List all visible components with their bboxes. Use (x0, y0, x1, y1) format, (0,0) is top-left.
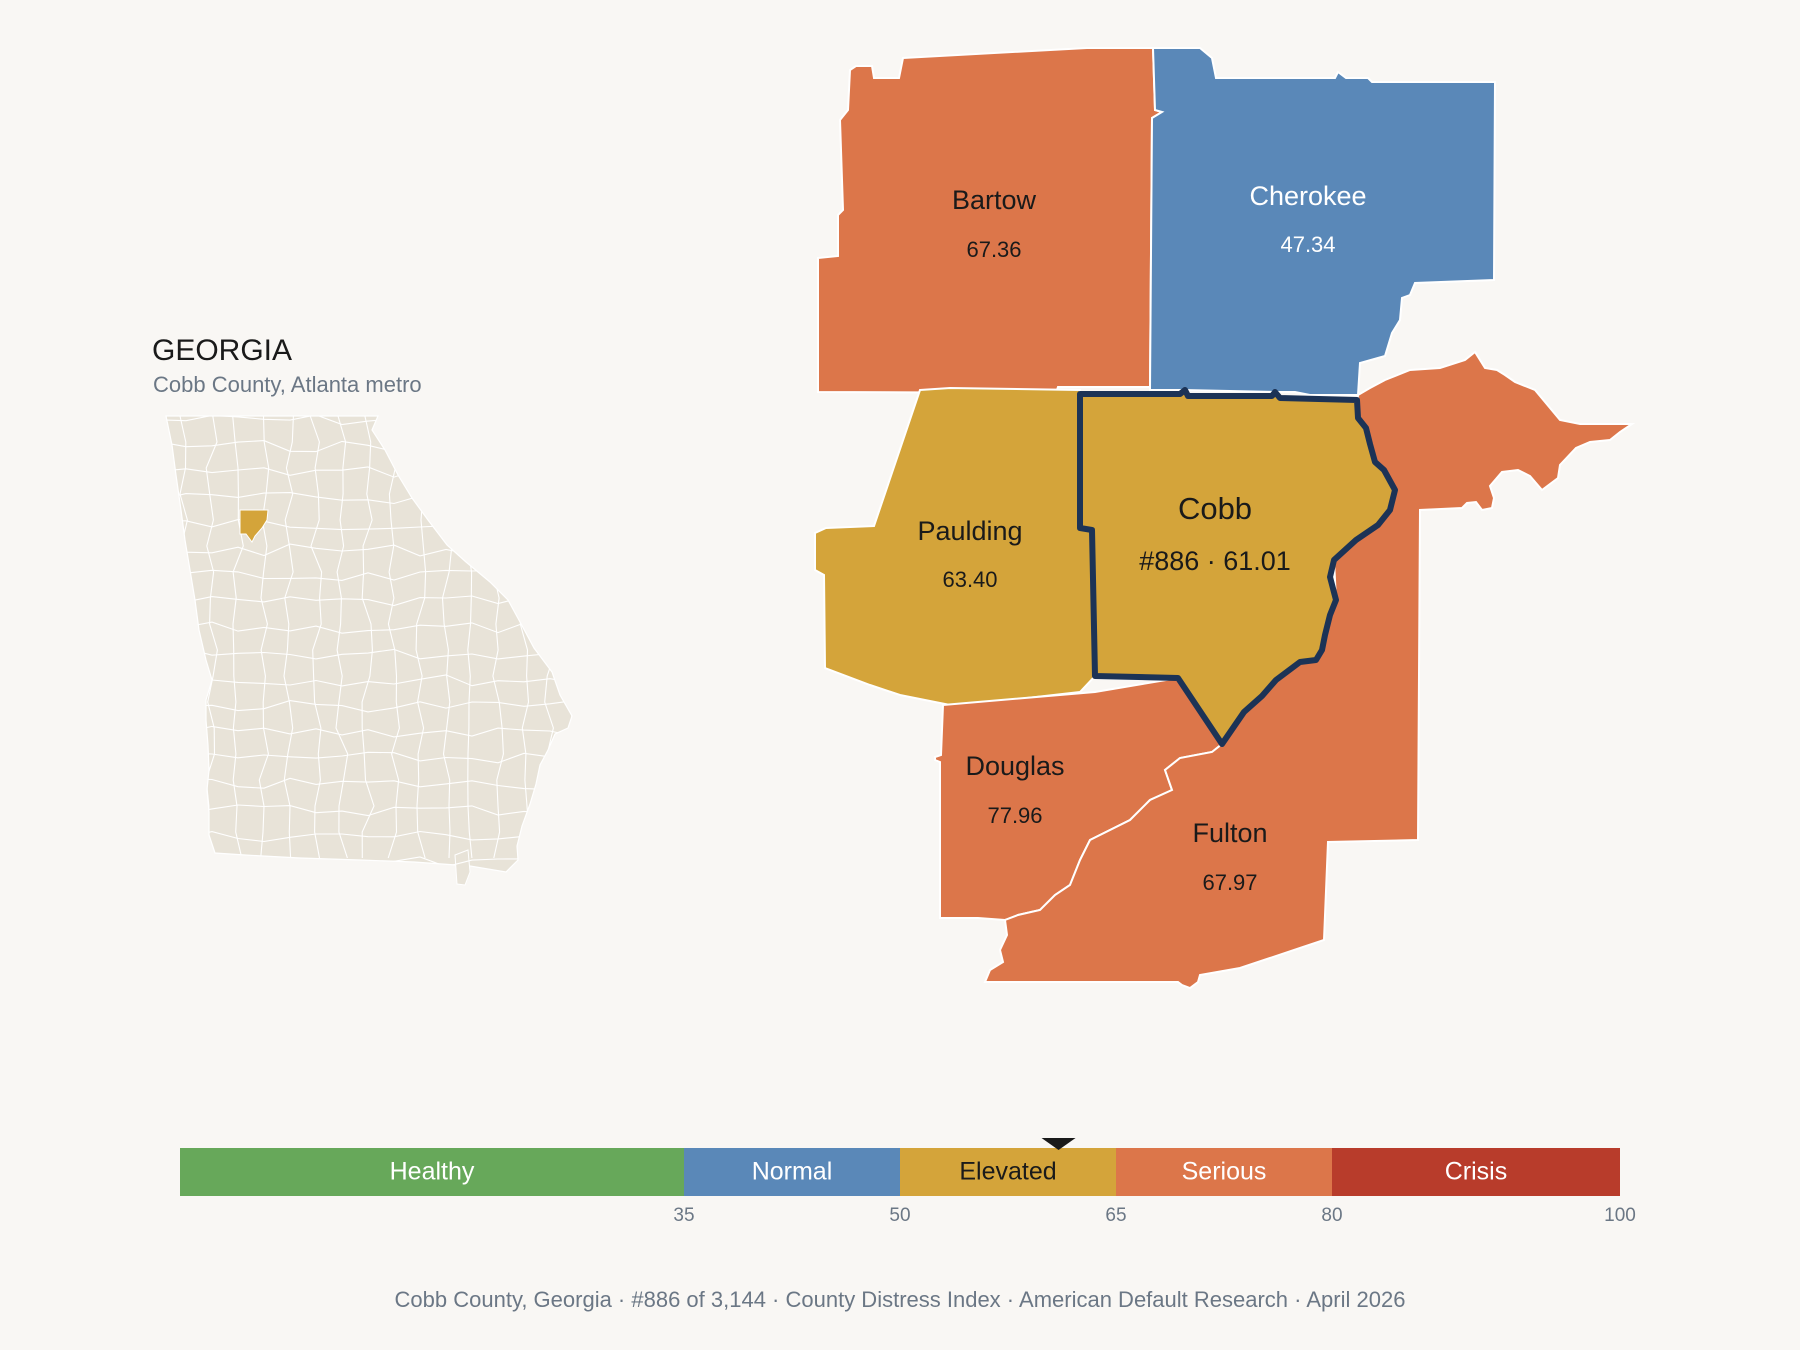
label-cobb-name: Cobb (1178, 491, 1252, 526)
legend-band-label: Crisis (1445, 1158, 1508, 1186)
legend-tick-label: 50 (889, 1205, 910, 1226)
legend-tick-label: 65 (1105, 1205, 1126, 1226)
county-cherokee[interactable] (1148, 47, 1497, 396)
label-fulton-name: Fulton (1192, 818, 1267, 848)
label-bartow-name: Bartow (952, 185, 1037, 215)
legend-band-elevated (900, 1148, 1116, 1196)
legend-marker-icon (1041, 1138, 1076, 1150)
distress-scale-legend: Healthy Normal Elevated Serious Crisis 35 50 65… (180, 1138, 1636, 1226)
footer-text: Cobb County, Georgia · #886 of 3,144 · C… (395, 1287, 1406, 1312)
georgia-state-shape (165, 415, 573, 873)
label-douglas-name: Douglas (965, 751, 1064, 781)
cobb-inset-highlight (239, 509, 269, 543)
legend-tick-label: 35 (673, 1205, 694, 1226)
county-cobb[interactable] (1077, 387, 1398, 747)
legend-tick-label: 80 (1321, 1205, 1342, 1226)
state-title: GEORGIA (152, 334, 292, 367)
regional-map: Bartow 67.36 Cherokee 47.34 Paulding 63.… (814, 47, 1636, 990)
legend-band-label: Elevated (959, 1158, 1056, 1186)
county-paulding[interactable] (814, 386, 1097, 710)
legend-band-label: Normal (752, 1158, 833, 1186)
county-bartow[interactable] (817, 47, 1165, 395)
legend-band-healthy (180, 1148, 684, 1196)
legend-band-serious (1116, 1148, 1332, 1196)
legend-band-label: Serious (1182, 1158, 1267, 1186)
georgia-panhandle (454, 849, 471, 886)
state-inset: GEORGIA Cobb County, Atlanta metro (152, 334, 573, 886)
label-fulton-value: 67.97 (1202, 870, 1257, 895)
legend-band-normal (684, 1148, 900, 1196)
label-cherokee-value: 47.34 (1280, 232, 1335, 257)
label-paulding-name: Paulding (917, 516, 1022, 546)
state-subtitle: Cobb County, Atlanta metro (153, 372, 422, 397)
label-paulding-value: 63.40 (942, 567, 997, 592)
label-douglas-value: 77.96 (987, 803, 1042, 828)
legend-band-label: Healthy (390, 1158, 475, 1186)
legend-band-crisis (1332, 1148, 1620, 1196)
label-cherokee-name: Cherokee (1249, 181, 1366, 211)
label-bartow-value: 67.36 (966, 237, 1021, 262)
label-cobb-rank-value: #886 · 61.01 (1139, 546, 1291, 576)
legend-tick-label: 100 (1604, 1205, 1636, 1226)
footer-credits: Cobb County, Georgia · #886 of 3,144 · C… (395, 1287, 1406, 1312)
